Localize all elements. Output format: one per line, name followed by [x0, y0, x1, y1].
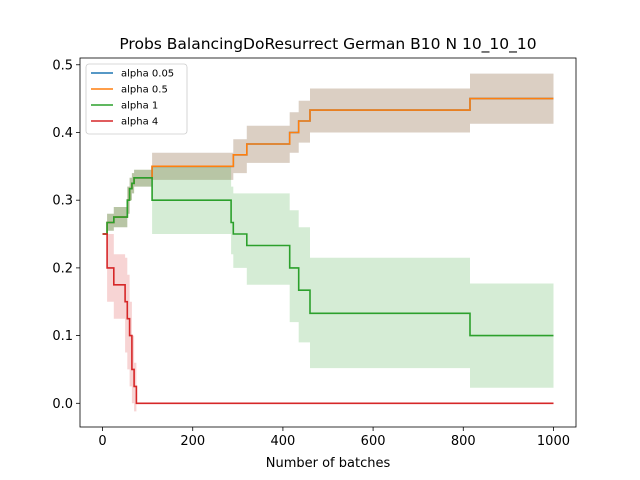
legend: alpha 0.05 alpha 0.5 alpha 1 alpha 4: [86, 64, 187, 134]
x-axis: 0 200 400 600 800 1000: [98, 427, 570, 449]
y-tick-label: 0.2: [52, 261, 73, 276]
y-tick-label: 0.1: [52, 329, 73, 344]
legend-label-alpha-1: alpha 1: [121, 101, 158, 112]
y-tick-label: 0.0: [52, 397, 73, 412]
chart-title: Probs BalancingDoResurrect German B10 N …: [119, 35, 536, 54]
y-tick-label: 0.5: [52, 58, 73, 73]
x-axis-label: Number of batches: [266, 456, 391, 471]
x-tick-label: 400: [270, 434, 295, 449]
legend-label-alpha-4: alpha 4: [121, 117, 158, 128]
x-tick-label: 200: [180, 434, 205, 449]
x-tick-label: 800: [451, 434, 476, 449]
x-tick-label: 1000: [537, 434, 570, 449]
legend-label-alpha-0-5: alpha 0.5: [121, 85, 168, 96]
x-tick-label: 600: [361, 434, 386, 449]
y-tick-label: 0.4: [52, 126, 73, 141]
x-tick-label: 0: [98, 434, 106, 449]
y-tick-label: 0.3: [52, 194, 73, 209]
legend-label-alpha-0-05: alpha 0.05: [121, 69, 174, 80]
y-axis: 0.0 0.1 0.2 0.3 0.4 0.5: [52, 58, 80, 412]
